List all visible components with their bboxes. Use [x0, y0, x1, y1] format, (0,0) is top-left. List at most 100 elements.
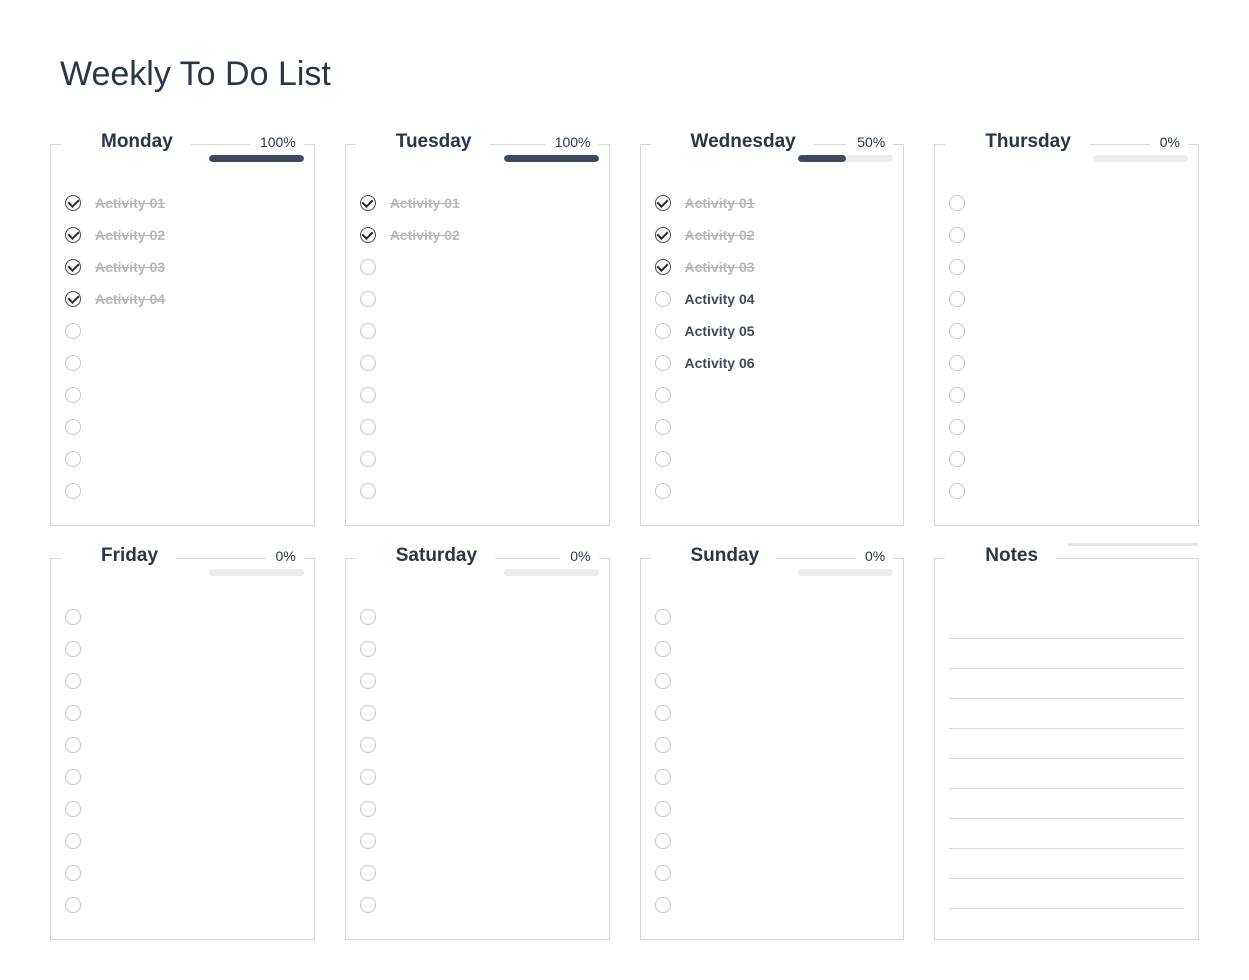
task-row[interactable]	[360, 283, 595, 315]
task-row[interactable]	[655, 411, 890, 443]
task-row[interactable]	[360, 633, 595, 665]
task-row[interactable]	[65, 761, 300, 793]
task-row[interactable]	[655, 665, 890, 697]
task-checkbox[interactable]	[655, 483, 671, 499]
task-row[interactable]	[655, 761, 890, 793]
task-checkbox[interactable]	[65, 355, 81, 371]
notes-lines[interactable]	[949, 609, 1184, 909]
task-row[interactable]: Activity 01	[65, 187, 300, 219]
task-checkbox[interactable]	[65, 833, 81, 849]
task-row[interactable]	[360, 825, 595, 857]
task-row[interactable]	[65, 697, 300, 729]
task-row[interactable]: Activity 01	[360, 187, 595, 219]
task-row[interactable]	[65, 633, 300, 665]
task-row[interactable]	[360, 411, 595, 443]
task-checkbox[interactable]	[65, 705, 81, 721]
task-row[interactable]: Activity 04	[65, 283, 300, 315]
task-checkbox[interactable]	[360, 419, 376, 435]
task-row[interactable]	[655, 889, 890, 921]
task-row[interactable]	[360, 475, 595, 507]
task-checkbox[interactable]	[655, 323, 671, 339]
task-row[interactable]	[360, 857, 595, 889]
task-checkbox[interactable]	[655, 227, 671, 243]
note-line[interactable]	[949, 879, 1184, 909]
task-row[interactable]	[949, 251, 1184, 283]
task-checkbox[interactable]	[949, 227, 965, 243]
task-checkbox[interactable]	[65, 865, 81, 881]
task-checkbox[interactable]	[65, 641, 81, 657]
task-row[interactable]	[65, 411, 300, 443]
task-checkbox[interactable]	[360, 387, 376, 403]
task-row[interactable]	[655, 443, 890, 475]
task-checkbox[interactable]	[65, 801, 81, 817]
task-row[interactable]: Activity 02	[655, 219, 890, 251]
task-row[interactable]	[360, 443, 595, 475]
task-checkbox[interactable]	[65, 451, 81, 467]
task-checkbox[interactable]	[360, 769, 376, 785]
task-checkbox[interactable]	[65, 737, 81, 753]
task-checkbox[interactable]	[655, 737, 671, 753]
note-line[interactable]	[949, 819, 1184, 849]
task-row[interactable]	[65, 889, 300, 921]
task-row[interactable]	[360, 601, 595, 633]
task-checkbox[interactable]	[949, 483, 965, 499]
task-checkbox[interactable]	[655, 451, 671, 467]
task-row[interactable]: Activity 04	[655, 283, 890, 315]
task-row[interactable]	[360, 315, 595, 347]
task-checkbox[interactable]	[360, 609, 376, 625]
task-row[interactable]	[949, 347, 1184, 379]
task-row[interactable]	[949, 283, 1184, 315]
task-checkbox[interactable]	[360, 259, 376, 275]
task-row[interactable]	[655, 793, 890, 825]
task-checkbox[interactable]	[655, 195, 671, 211]
task-checkbox[interactable]	[360, 355, 376, 371]
task-row[interactable]	[65, 825, 300, 857]
task-row[interactable]	[949, 411, 1184, 443]
task-row[interactable]	[65, 443, 300, 475]
note-line[interactable]	[949, 759, 1184, 789]
task-row[interactable]: Activity 05	[655, 315, 890, 347]
task-row[interactable]	[360, 251, 595, 283]
task-checkbox[interactable]	[360, 291, 376, 307]
task-row[interactable]	[949, 475, 1184, 507]
task-checkbox[interactable]	[949, 323, 965, 339]
task-row[interactable]	[655, 825, 890, 857]
note-line[interactable]	[949, 609, 1184, 639]
task-checkbox[interactable]	[949, 259, 965, 275]
task-checkbox[interactable]	[655, 387, 671, 403]
task-row[interactable]	[655, 475, 890, 507]
task-row[interactable]	[65, 347, 300, 379]
task-row[interactable]	[65, 601, 300, 633]
task-checkbox[interactable]	[65, 195, 81, 211]
task-row[interactable]	[65, 857, 300, 889]
task-checkbox[interactable]	[655, 801, 671, 817]
task-checkbox[interactable]	[655, 769, 671, 785]
task-checkbox[interactable]	[65, 227, 81, 243]
task-checkbox[interactable]	[655, 705, 671, 721]
task-row[interactable]	[949, 315, 1184, 347]
task-checkbox[interactable]	[655, 291, 671, 307]
task-checkbox[interactable]	[65, 387, 81, 403]
task-checkbox[interactable]	[655, 673, 671, 689]
task-row[interactable]	[65, 793, 300, 825]
task-checkbox[interactable]	[360, 705, 376, 721]
task-row[interactable]	[65, 729, 300, 761]
task-checkbox[interactable]	[65, 291, 81, 307]
task-row[interactable]	[360, 347, 595, 379]
task-checkbox[interactable]	[949, 451, 965, 467]
task-row[interactable]	[65, 665, 300, 697]
task-row[interactable]: Activity 03	[655, 251, 890, 283]
task-checkbox[interactable]	[360, 737, 376, 753]
note-line[interactable]	[949, 729, 1184, 759]
task-checkbox[interactable]	[360, 451, 376, 467]
task-row[interactable]: Activity 02	[65, 219, 300, 251]
task-checkbox[interactable]	[655, 833, 671, 849]
task-checkbox[interactable]	[655, 641, 671, 657]
task-row[interactable]: Activity 01	[655, 187, 890, 219]
task-checkbox[interactable]	[360, 323, 376, 339]
task-row[interactable]	[65, 475, 300, 507]
task-checkbox[interactable]	[655, 259, 671, 275]
task-row[interactable]	[949, 187, 1184, 219]
task-row[interactable]	[655, 729, 890, 761]
task-checkbox[interactable]	[360, 865, 376, 881]
